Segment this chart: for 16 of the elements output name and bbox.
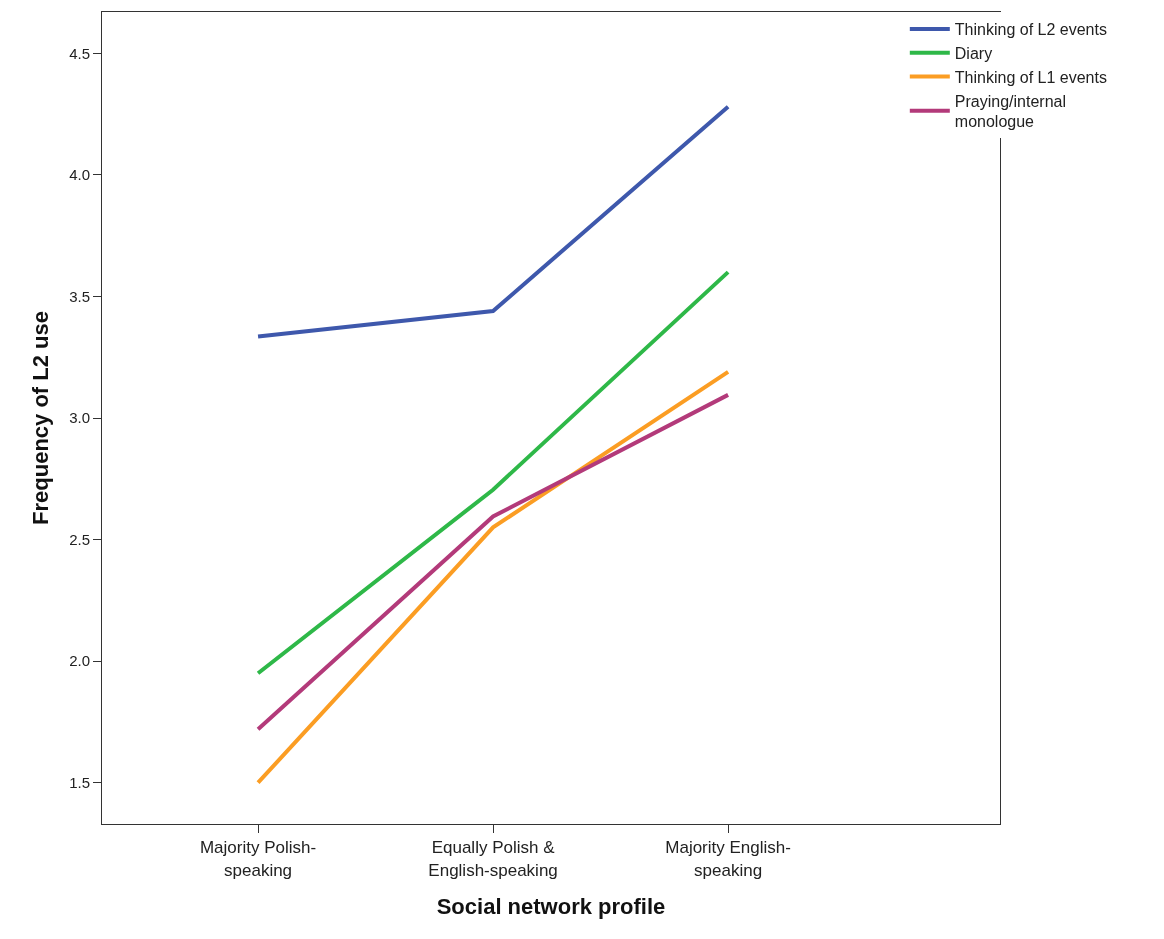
y-tick-label: 3.0 bbox=[69, 409, 90, 427]
y-axis-title: Frequency of L2 use bbox=[27, 311, 53, 525]
x-tick-label: Equally Polish & English-speaking bbox=[428, 838, 558, 880]
legend-label: Praying/internal monologue bbox=[954, 92, 1066, 131]
legend-label: Thinking of L1 events bbox=[954, 68, 1107, 86]
x-tick-label: Majority Polish-speaking bbox=[199, 838, 317, 880]
legend-label: Thinking of L2 events bbox=[954, 21, 1107, 39]
y-tick-label: 3.5 bbox=[69, 287, 90, 305]
x-tick-label: Majority English-speaking bbox=[665, 838, 791, 880]
y-tick-label: 1.5 bbox=[69, 773, 90, 791]
y-tick-label: 2.5 bbox=[69, 530, 90, 548]
y-tick-label: 4.5 bbox=[69, 44, 90, 62]
y-tick-label: 2.0 bbox=[69, 652, 90, 670]
legend-label: Diary bbox=[954, 44, 993, 62]
x-axis-title: Social network profile bbox=[436, 894, 666, 920]
y-tick-label: 4.0 bbox=[69, 166, 90, 184]
